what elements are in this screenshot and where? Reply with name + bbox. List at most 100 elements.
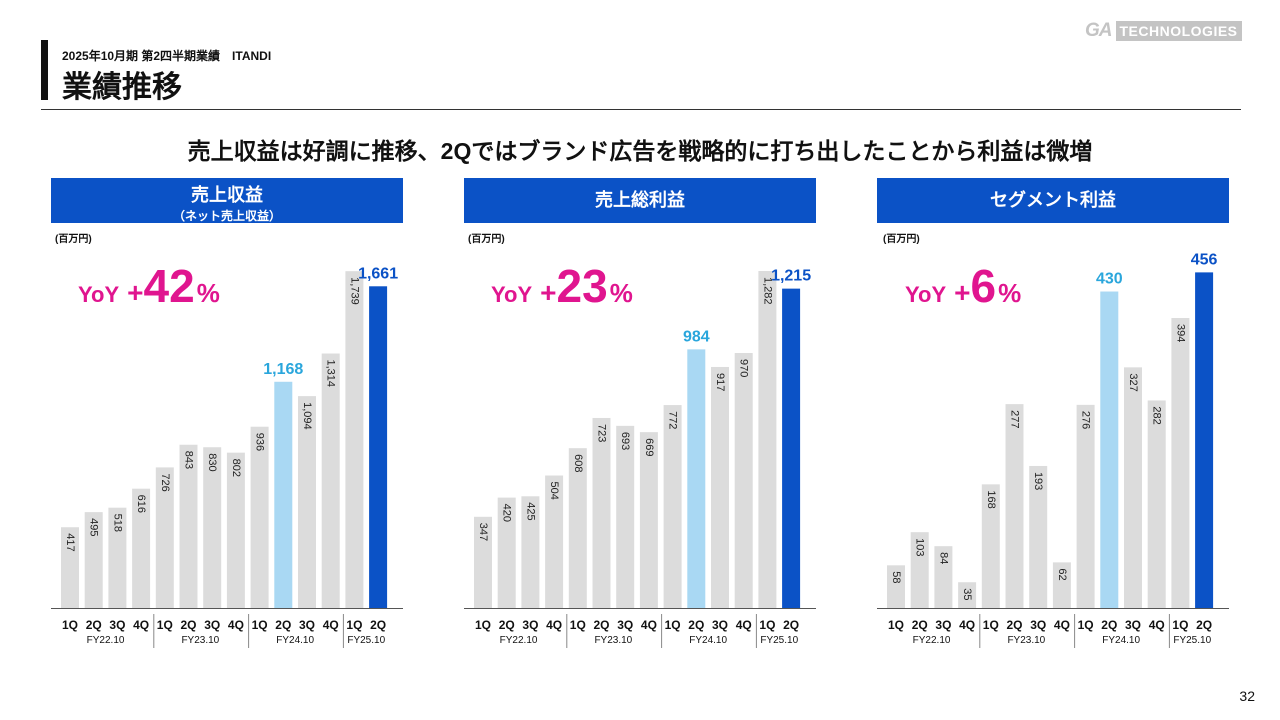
bar <box>61 527 79 608</box>
x-tick-label: 2Q <box>1196 618 1212 632</box>
yoy-percent: % <box>196 278 220 308</box>
panel-subtitle: （ネット売上収益） <box>172 209 281 223</box>
bar <box>958 582 977 608</box>
data-label: 616 <box>135 495 147 513</box>
data-label: 394 <box>1174 324 1186 342</box>
report-kicker: 2025年10月期 第2四半期業績 ITANDI <box>62 49 272 63</box>
data-label: 917 <box>714 373 726 391</box>
yoy-percent: % <box>609 278 633 308</box>
x-tick-label: 3Q <box>109 618 125 632</box>
fiscal-year-label: FY23.10 <box>181 635 219 646</box>
x-tick-label: 1Q <box>1078 618 1094 632</box>
data-label: 277 <box>1009 410 1021 428</box>
panel-header-revenue: 売上収益 （ネット売上収益） <box>51 178 403 223</box>
x-tick-label: 3Q <box>617 618 633 632</box>
yoy-label: YoY <box>491 282 533 307</box>
x-tick-label: 3Q <box>712 618 728 632</box>
bar <box>132 488 151 608</box>
panel-title: 売上収益 <box>191 185 263 205</box>
x-tick-label: 1Q <box>665 618 681 632</box>
bar <box>474 516 492 608</box>
data-label: 103 <box>914 538 926 556</box>
bar <box>616 425 635 608</box>
bar <box>497 497 516 608</box>
bar <box>521 496 540 608</box>
x-tick-label: 1Q <box>1172 618 1188 632</box>
data-label: 58 <box>890 571 902 583</box>
bar <box>934 546 953 608</box>
data-label: 347 <box>477 523 489 541</box>
bar <box>687 349 706 608</box>
data-label: 35 <box>961 588 973 600</box>
x-tick-label: 4Q <box>1054 618 1070 632</box>
bar <box>226 452 245 608</box>
yoy-plus: + <box>954 277 971 308</box>
bar <box>639 432 658 608</box>
data-label: 1,094 <box>301 402 313 430</box>
data-label: 504 <box>548 482 560 500</box>
data-label: 276 <box>1080 411 1092 429</box>
bar <box>758 271 777 608</box>
bar <box>298 396 316 608</box>
fiscal-year-label: FY22.10 <box>87 635 125 646</box>
unit-label: (百万円) <box>468 234 505 245</box>
data-label: 970 <box>738 359 750 377</box>
fiscal-year-label: FY22.10 <box>913 635 951 646</box>
x-tick-label: 4Q <box>228 618 244 632</box>
data-label: 1,661 <box>358 265 398 282</box>
data-label: 518 <box>111 514 123 532</box>
bar <box>734 353 753 608</box>
bar <box>568 448 587 608</box>
bar <box>711 366 729 608</box>
logo-ga-text: GA <box>1085 20 1112 41</box>
data-label: 693 <box>619 432 631 450</box>
data-label: 723 <box>596 424 608 442</box>
x-tick-label: 2Q <box>86 618 102 632</box>
bar <box>782 288 801 608</box>
yoy-label: YoY <box>905 282 947 307</box>
panel-header-segment-profit: セグメント利益 <box>877 178 1229 223</box>
bar <box>1171 318 1190 608</box>
data-label: 456 <box>1191 251 1218 268</box>
bar <box>369 286 388 608</box>
data-label: 430 <box>1096 271 1123 288</box>
x-tick-label: 3Q <box>1125 618 1141 632</box>
x-tick-label: 3Q <box>1030 618 1046 632</box>
company-logo: GA TECHNOLOGIES <box>1085 20 1242 41</box>
x-tick-label: 1Q <box>252 618 268 632</box>
yoy-value: 6 <box>970 260 997 312</box>
data-label: 420 <box>501 504 513 522</box>
yoy-revenue: YoY +42% <box>78 259 220 313</box>
yoy-percent: % <box>998 278 1022 308</box>
fiscal-year-label: FY24.10 <box>689 635 727 646</box>
data-label: 772 <box>667 411 679 429</box>
bar <box>1100 291 1119 608</box>
unit-label: (百万円) <box>883 234 920 245</box>
data-label: 1,282 <box>761 277 773 305</box>
x-tick-label: 4Q <box>323 618 339 632</box>
x-tick-label: 3Q <box>204 618 220 632</box>
x-tick-label: 3Q <box>935 618 951 632</box>
x-tick-label: 2Q <box>180 618 196 632</box>
fiscal-year-label: FY22.10 <box>500 635 538 646</box>
bar <box>1195 272 1214 608</box>
fiscal-year-label: FY25.10 <box>1173 635 1211 646</box>
x-tick-label: 2Q <box>499 618 515 632</box>
x-tick-label: 1Q <box>570 618 586 632</box>
bar <box>545 475 564 608</box>
x-tick-label: 4Q <box>641 618 657 632</box>
x-tick-label: 2Q <box>370 618 386 632</box>
logo-technologies-text: TECHNOLOGIES <box>1115 21 1242 41</box>
x-tick-label: 1Q <box>157 618 173 632</box>
bar <box>1052 562 1071 608</box>
yoy-segment-profit: YoY +6% <box>905 259 1021 313</box>
bar <box>981 484 1000 608</box>
x-tick-label: 2Q <box>783 618 799 632</box>
bar <box>1147 400 1166 608</box>
fiscal-year-label: FY25.10 <box>760 635 798 646</box>
x-tick-label: 1Q <box>888 618 904 632</box>
x-tick-label: 2Q <box>1006 618 1022 632</box>
panel-title: 売上総利益 <box>595 190 685 210</box>
x-tick-label: 2Q <box>593 618 609 632</box>
x-tick-label: 4Q <box>133 618 149 632</box>
